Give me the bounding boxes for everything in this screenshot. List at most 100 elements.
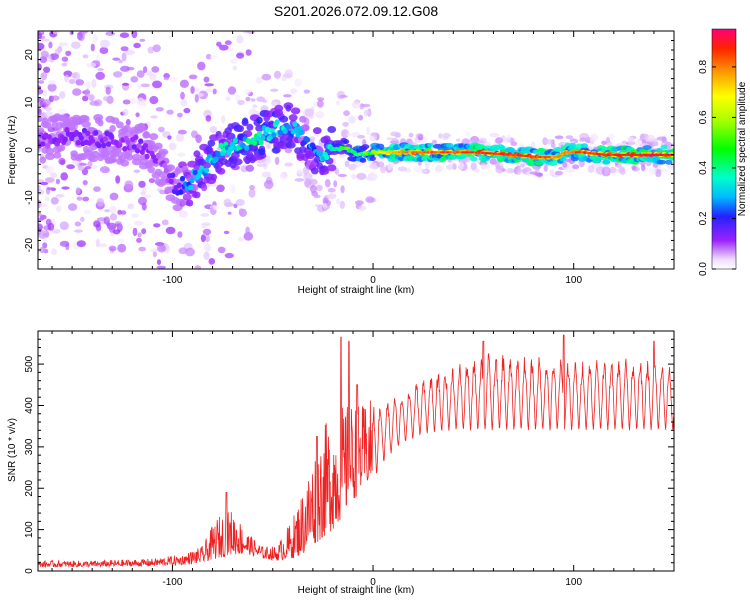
spectrogram-noise-mark — [223, 198, 232, 208]
spectrogram-noise-mark — [179, 79, 189, 89]
spectrogram-noise-mark — [138, 246, 146, 252]
spectrogram-noise-mark — [44, 177, 55, 183]
spectrogram-noise-mark — [50, 172, 58, 179]
spectrogram-noise-mark — [74, 221, 82, 227]
spectrogram-noise-mark — [339, 200, 345, 209]
spectrogram-noise-mark — [188, 74, 198, 80]
spectrogram-ridge-mark — [75, 140, 81, 146]
spectrogram-noise-mark — [358, 114, 364, 121]
spectrogram-noise-mark — [315, 111, 325, 119]
spectrogram-halo-mark — [642, 145, 652, 151]
spectrogram-noise-mark — [82, 22, 91, 29]
spectrogram-halo-mark — [225, 132, 236, 140]
spectrogram-noise-mark — [38, 185, 41, 191]
spectrogram-noise-mark — [150, 115, 158, 119]
spectrogram-noise-mark — [312, 102, 319, 107]
spectrogram-halo-mark — [210, 173, 217, 181]
spectrogram-noise-mark — [529, 171, 539, 175]
spectrogram-noise-mark — [161, 219, 169, 226]
spectrogram-ridge-mark — [203, 167, 210, 174]
spectrogram-halo-mark — [499, 145, 506, 151]
spectrogram-noise-mark — [601, 140, 607, 145]
spectrogram-noise-mark — [133, 169, 141, 173]
spectrogram-noise-mark — [338, 94, 348, 98]
spectrogram-noise-mark — [355, 200, 364, 206]
spectrogram-noise-mark — [75, 79, 85, 86]
spectrogram-noise-mark — [208, 258, 216, 265]
spectrogram-halo-mark — [445, 142, 454, 148]
spectrogram-noise-mark — [337, 173, 347, 178]
spectrogram-halo-mark — [657, 159, 667, 165]
spectrogram-ridge-mark — [93, 130, 99, 136]
spectrogram-ridge-mark — [256, 130, 263, 137]
spectrogram-noise-mark — [266, 145, 271, 149]
spectrogram-ridge-mark — [189, 177, 195, 184]
spectrogram-noise-mark — [210, 183, 217, 188]
spectrogram-halo-mark — [553, 147, 563, 152]
spectrogram-noise-mark — [235, 94, 241, 102]
spectrogram-halo-mark — [279, 136, 288, 144]
spectrogram-noise-mark — [370, 132, 379, 137]
spectrogram-noise-mark — [156, 259, 162, 265]
spectrogram-noise-mark — [168, 142, 177, 151]
snr-x-tick-label: 0 — [370, 577, 376, 588]
spectrogram-noise-mark — [458, 161, 464, 170]
spectrogram-noise-mark — [476, 140, 485, 144]
spectrogram-noise-mark — [59, 91, 66, 99]
spectrogram-halo-mark — [93, 114, 104, 121]
spectrogram-halo-mark — [299, 115, 307, 123]
spectrogram-noise-mark — [366, 126, 371, 136]
spectrogram-noise-mark — [157, 244, 166, 253]
spectrogram-noise-mark — [358, 205, 367, 211]
spectrogram-noise-mark — [112, 57, 120, 61]
spectrogram-noise-mark — [71, 72, 78, 79]
spectrogram-noise-mark — [122, 108, 129, 116]
spectrogram-halo-mark — [60, 114, 69, 122]
spectrogram-noise-mark — [489, 158, 497, 165]
spectrogram-noise-mark — [42, 89, 47, 97]
spectrogram-noise-mark — [668, 163, 674, 170]
spectrogram-ridge-mark — [85, 130, 91, 137]
spectrogram-noise-mark — [317, 97, 325, 101]
spectrogram-noise-mark — [47, 80, 57, 85]
spectrogram-noise-mark — [365, 196, 375, 204]
spectrogram-halo-mark — [143, 130, 150, 138]
spectrogram-noise-mark — [165, 226, 176, 235]
spectrogram-noise-mark — [261, 171, 272, 178]
spectrogram-noise-mark — [346, 132, 352, 137]
spectrogram-noise-mark — [176, 133, 184, 142]
spectrogram-halo-mark — [125, 153, 134, 161]
spectrogram-halo-mark — [327, 126, 337, 133]
spectrogram-noise-mark — [89, 100, 100, 106]
spectrogram-noise-mark — [76, 240, 86, 248]
spectrogram-noise-mark — [216, 184, 225, 193]
spectrogram-halo-mark — [660, 144, 668, 150]
spectrogram-halo-mark — [375, 143, 385, 149]
spectrogram-noise-mark — [39, 56, 47, 64]
spectrogram-x-axis-title: Height of straight line (km) — [298, 285, 415, 296]
spectrogram-noise-mark — [166, 109, 174, 115]
spectrogram-noise-mark — [470, 162, 477, 171]
spectrogram-halo-mark — [665, 159, 673, 165]
colorbar: 0.0 0.2 0.4 0.6 0.8 Normalized spectral ampl… — [698, 28, 748, 276]
spectrogram-ridge-mark — [139, 149, 145, 155]
spectrogram-marks — [38, 22, 674, 269]
spectrogram-noise-mark — [177, 231, 183, 238]
spectrogram-noise-mark — [132, 227, 138, 237]
spectrogram-noise-mark — [47, 222, 55, 231]
spectrogram-noise-mark — [133, 220, 144, 226]
spectrogram-noise-mark — [180, 99, 188, 107]
spectrogram-ridge-mark — [292, 121, 298, 127]
spectrogram-halo-mark — [256, 116, 263, 124]
spectrogram-noise-mark — [139, 38, 146, 42]
spectrogram-noise-mark — [108, 205, 117, 214]
spectrogram-noise-mark — [303, 89, 311, 94]
spectrogram-noise-mark — [164, 244, 171, 254]
spectrogram-ridge-mark — [90, 138, 96, 144]
spectrogram-ridge-mark — [187, 184, 194, 191]
spectrogram-noise-mark — [178, 210, 188, 218]
spectrogram-noise-mark — [61, 186, 70, 190]
spectrogram-halo-mark — [45, 147, 55, 155]
spectrogram-halo-mark — [361, 144, 370, 150]
